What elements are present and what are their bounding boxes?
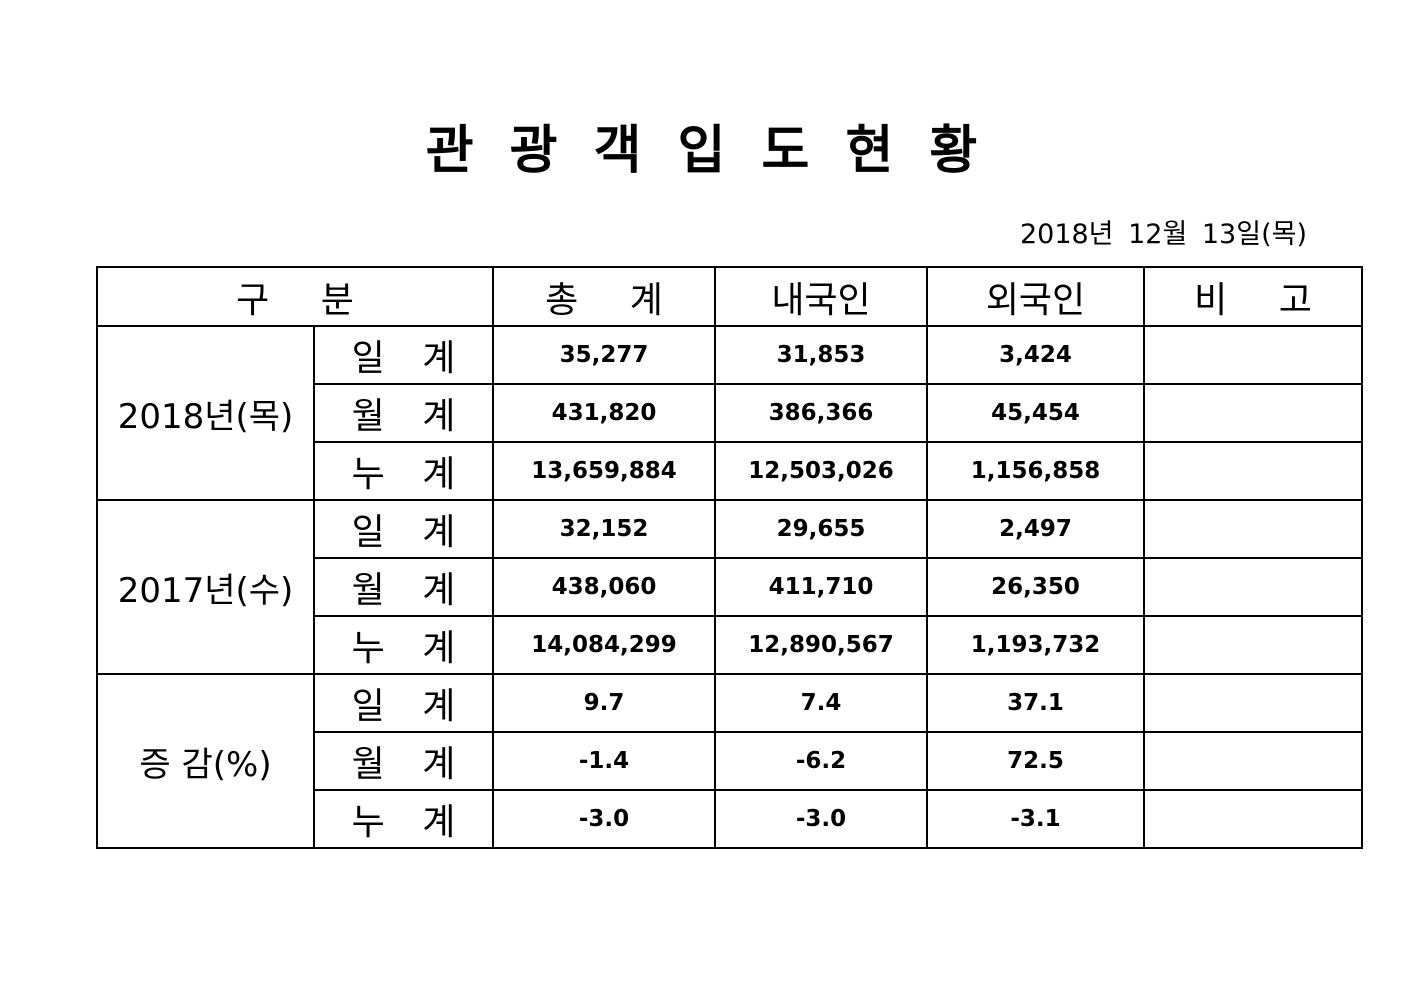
header-cell: 외국인: [926, 266, 1145, 327]
title: 관 광 객 입 도 현 황: [425, 121, 978, 181]
value-cell: 1,193,732: [926, 615, 1145, 675]
group-label: 2018년(목): [96, 325, 315, 501]
header-cell: 내국인: [714, 266, 928, 327]
remarks-cell: [1143, 383, 1363, 443]
remarks-cell: [1143, 325, 1363, 385]
remarks-cell: [1143, 789, 1363, 849]
value-cell: 386,366: [714, 383, 928, 443]
group-label: 2017년(수): [96, 499, 315, 675]
value-cell: 72.5: [926, 731, 1145, 791]
table-row: 누 계 14,084,299 12,890,567 1,193,732: [97, 615, 1363, 675]
value-cell: -3.1: [926, 789, 1145, 849]
row-label: 누 계: [313, 441, 494, 501]
value-cell: 37.1: [926, 673, 1145, 733]
value-cell: 7.4: [714, 673, 928, 733]
value-cell: -3.0: [714, 789, 928, 849]
value-cell: 1,156,858: [926, 441, 1145, 501]
value-cell: 32,152: [492, 499, 716, 559]
row-label: 일 계: [313, 325, 494, 385]
remarks-cell: [1143, 499, 1363, 559]
value-cell: -1.4: [492, 731, 716, 791]
row-label: 월 계: [313, 731, 494, 791]
row-label: 일 계: [313, 673, 494, 733]
date: 2018년 12월 13일(목): [1019, 219, 1307, 250]
value-cell: 431,820: [492, 383, 716, 443]
value-cell: 12,890,567: [714, 615, 928, 675]
value-cell: 12,503,026: [714, 441, 928, 501]
table-row: 2018년(목) 일 계 35,277 31,853 3,424: [96, 325, 1363, 501]
value-cell: 438,060: [492, 557, 716, 617]
value-cell: 45,454: [926, 383, 1145, 443]
row-label: 누 계: [313, 789, 494, 849]
group-label: 증 감(%): [96, 673, 315, 849]
remarks-cell: [1143, 731, 1363, 791]
value-cell: 35,277: [492, 325, 716, 385]
table-row: 2017년(수) 일 계 32,152 29,655 2,497: [96, 499, 1363, 675]
value-cell: 13,659,884: [492, 441, 716, 501]
table-row: 누 계 -3.0 -3.0 -3.1: [97, 789, 1363, 849]
remarks-cell: [1143, 615, 1363, 675]
value-cell: -3.0: [492, 789, 716, 849]
header-cell: 비 고: [1143, 266, 1363, 327]
remarks-cell: [1143, 673, 1363, 733]
table-row: 월 계 -1.4 -6.2 72.5: [97, 731, 1363, 791]
table-row: 누 계 13,659,884 12,503,026 1,156,858: [97, 441, 1363, 501]
value-cell: 14,084,299: [492, 615, 716, 675]
row-label: 월 계: [313, 383, 494, 443]
value-cell: 29,655: [714, 499, 928, 559]
row-label: 누 계: [313, 615, 494, 675]
header-cell: 총 계: [492, 266, 716, 327]
remarks-cell: [1143, 557, 1363, 617]
value-cell: 9.7: [492, 673, 716, 733]
value-cell: 31,853: [714, 325, 928, 385]
remarks-cell: [1143, 441, 1363, 501]
value-cell: 411,710: [714, 557, 928, 617]
value-cell: 26,350: [926, 557, 1145, 617]
table-row: 증 감(%) 일 계 9.7 7.4 37.1: [96, 673, 1363, 849]
value-cell: -6.2: [714, 731, 928, 791]
header-cell: 구 분: [96, 266, 494, 327]
value-cell: 3,424: [926, 325, 1145, 385]
table-row: 월 계 438,060 411,710 26,350: [97, 557, 1363, 617]
row-label: 월 계: [313, 557, 494, 617]
row-label: 일 계: [313, 499, 494, 559]
value-cell: 2,497: [926, 499, 1145, 559]
table-row: 월 계 431,820 386,366 45,454: [97, 383, 1363, 443]
